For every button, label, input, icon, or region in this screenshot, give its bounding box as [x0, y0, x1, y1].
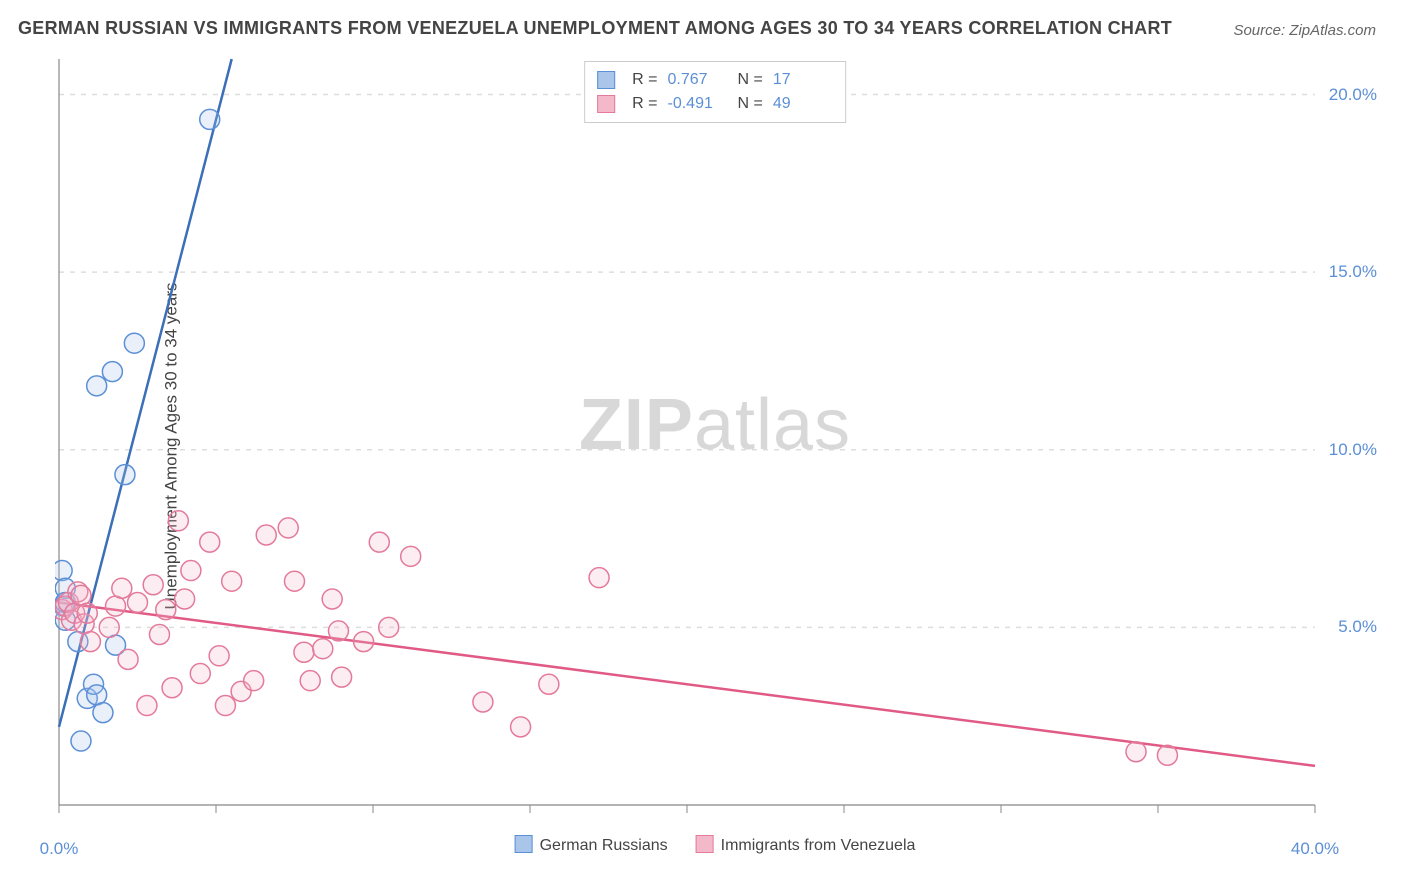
y-tick-label: 20.0% [1329, 85, 1377, 105]
n-label: N = [738, 92, 763, 116]
source-label: Source: ZipAtlas.com [1233, 22, 1376, 39]
r-label: R = [632, 68, 657, 92]
y-tick-label: 15.0% [1329, 262, 1377, 282]
n-label: N = [738, 68, 763, 92]
plot-area: ZIPatlas R = 0.767 N = 17 R = -0.491 N =… [55, 55, 1375, 825]
legend-item-german-russians: German Russians [515, 835, 668, 855]
r-value: -0.491 [668, 92, 728, 116]
legend-row-venezuela: R = -0.491 N = 49 [597, 92, 833, 116]
legend-item-venezuela: Immigrants from Venezuela [696, 835, 916, 855]
n-value: 49 [773, 92, 833, 116]
swatch-icon [515, 835, 533, 853]
x-tick-label: 0.0% [40, 839, 79, 859]
legend-label: Immigrants from Venezuela [721, 837, 916, 854]
r-label: R = [632, 92, 657, 116]
legend-label: German Russians [540, 837, 668, 854]
legend-row-german-russians: R = 0.767 N = 17 [597, 68, 833, 92]
n-value: 17 [773, 68, 833, 92]
chart-svg [55, 55, 1375, 825]
swatch-icon [597, 71, 615, 89]
swatch-icon [597, 95, 615, 113]
swatch-icon [696, 835, 714, 853]
series-legend: German Russians Immigrants from Venezuel… [515, 835, 916, 855]
r-value: 0.767 [668, 68, 728, 92]
x-tick-label: 40.0% [1291, 839, 1339, 859]
y-tick-label: 10.0% [1329, 440, 1377, 460]
correlation-legend: R = 0.767 N = 17 R = -0.491 N = 49 [584, 61, 846, 123]
y-tick-label: 5.0% [1338, 617, 1377, 637]
chart-title: GERMAN RUSSIAN VS IMMIGRANTS FROM VENEZU… [18, 18, 1172, 39]
